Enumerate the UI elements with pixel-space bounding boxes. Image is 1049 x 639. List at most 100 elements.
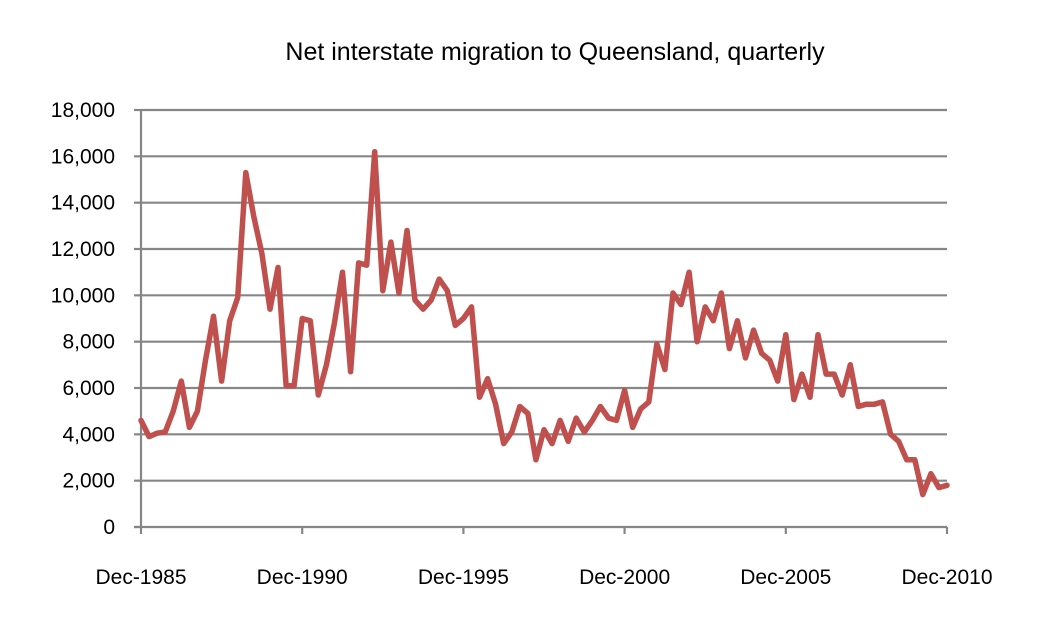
y-tick-label: 6,000	[62, 377, 115, 400]
data-point	[139, 418, 144, 423]
data-point	[525, 411, 530, 416]
data-point	[799, 372, 804, 377]
data-point	[856, 404, 861, 409]
data-point	[775, 379, 780, 384]
x-tick-label: Dec-2000	[579, 566, 670, 589]
y-tick-label: 4,000	[62, 423, 115, 446]
data-point	[582, 430, 587, 435]
data-point	[646, 399, 651, 404]
chart-title: Net interstate migration to Queensland, …	[285, 38, 825, 66]
data-point	[542, 427, 547, 432]
y-tick-label: 16,000	[51, 145, 115, 168]
data-point	[832, 372, 837, 377]
data-point	[566, 439, 571, 444]
data-point	[904, 457, 909, 462]
data-point	[945, 483, 950, 488]
data-point	[372, 149, 377, 154]
x-tick-label: Dec-2010	[901, 566, 992, 589]
data-point	[251, 214, 256, 219]
data-point	[227, 318, 232, 323]
data-point	[896, 439, 901, 444]
data-point	[574, 416, 579, 421]
series-group	[138, 148, 950, 498]
data-point	[308, 318, 313, 323]
data-point	[356, 260, 361, 265]
data-point	[243, 170, 248, 175]
data-point	[767, 358, 772, 363]
data-point	[340, 270, 345, 275]
data-point	[751, 328, 756, 333]
x-tick-label: Dec-2005	[740, 566, 831, 589]
data-point	[203, 358, 208, 363]
data-point	[316, 392, 321, 397]
data-point	[276, 265, 281, 270]
data-point	[155, 431, 160, 436]
data-point	[469, 304, 474, 309]
gridlines	[141, 108, 947, 482]
data-point	[364, 263, 369, 268]
data-point	[300, 316, 305, 321]
data-point	[622, 388, 627, 393]
data-point	[533, 457, 538, 462]
data-point	[493, 402, 498, 407]
y-tick-label: 8,000	[62, 331, 115, 354]
data-point	[719, 291, 724, 296]
data-point	[413, 297, 418, 302]
series-line	[138, 148, 950, 498]
data-point	[920, 492, 925, 497]
data-point	[550, 441, 555, 446]
data-point	[259, 251, 264, 256]
x-tick-label: Dec-1985	[95, 566, 186, 589]
x-tick-label: Dec-1995	[418, 566, 509, 589]
x-tick-label: Dec-1990	[257, 566, 348, 589]
y-axis-ticks: 0 2,000 4,000 6,000 8,000 10,000 12,000 14,000 1…	[51, 99, 141, 539]
data-point	[477, 395, 482, 400]
data-point	[783, 332, 788, 337]
data-point	[267, 307, 272, 312]
data-point	[501, 441, 506, 446]
data-point	[147, 434, 152, 439]
data-point	[324, 362, 329, 367]
data-point	[816, 332, 821, 337]
data-point	[171, 409, 176, 414]
data-point	[163, 430, 168, 435]
data-point	[727, 346, 732, 351]
data-point	[195, 409, 200, 414]
data-point	[912, 457, 917, 462]
data-point	[485, 376, 490, 381]
data-point	[711, 318, 716, 323]
data-point	[211, 314, 216, 319]
data-point	[703, 304, 708, 309]
data-point	[396, 291, 401, 296]
y-tick-label: 10,000	[51, 284, 115, 307]
data-point	[695, 339, 700, 344]
data-point	[388, 240, 393, 245]
data-point	[421, 307, 426, 312]
data-point	[670, 291, 675, 296]
data-point	[872, 402, 877, 407]
data-point	[791, 397, 796, 402]
data-point	[517, 404, 522, 409]
data-point	[735, 318, 740, 323]
data-point	[235, 295, 240, 300]
y-tick-label: 0	[103, 516, 115, 539]
data-point	[679, 302, 684, 307]
data-point	[292, 383, 297, 388]
data-point	[606, 416, 611, 421]
axes	[134, 110, 947, 529]
data-point	[848, 362, 853, 367]
data-point	[759, 351, 764, 356]
data-point	[380, 288, 385, 293]
data-point	[509, 430, 514, 435]
data-point	[687, 270, 692, 275]
data-point	[445, 288, 450, 293]
data-point	[880, 399, 885, 404]
y-tick-label: 18,000	[51, 99, 115, 122]
data-point	[219, 379, 224, 384]
data-point	[348, 369, 353, 374]
data-point	[332, 321, 337, 326]
data-point	[179, 379, 184, 384]
data-point	[453, 323, 458, 328]
y-tick-label: 2,000	[62, 470, 115, 493]
